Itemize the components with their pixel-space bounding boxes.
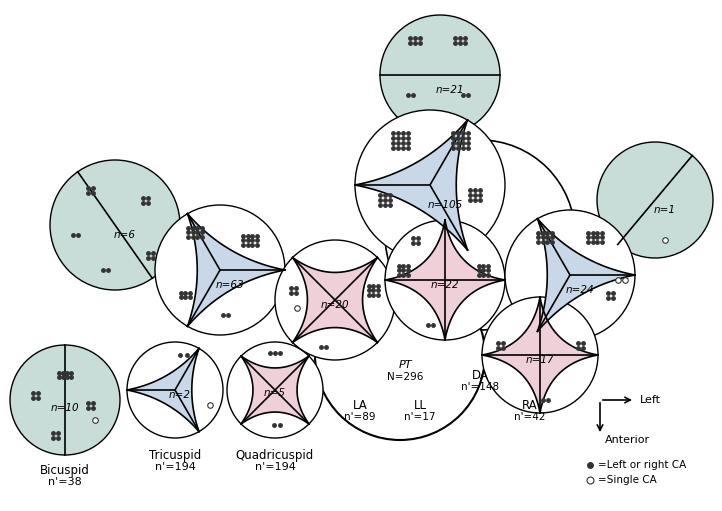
Circle shape	[355, 110, 505, 260]
Text: n=10: n=10	[51, 403, 79, 413]
PathPatch shape	[241, 356, 309, 424]
Text: Tricuspid: Tricuspid	[149, 449, 201, 461]
PathPatch shape	[385, 220, 505, 340]
Text: n'=38: n'=38	[48, 477, 82, 487]
Text: Left: Left	[640, 395, 661, 405]
Circle shape	[597, 142, 713, 258]
Circle shape	[227, 342, 323, 438]
Text: n=5: n=5	[264, 388, 286, 398]
Text: Quadricuspid: Quadricuspid	[236, 449, 314, 461]
Text: n'=42: n'=42	[514, 412, 546, 422]
PathPatch shape	[188, 214, 285, 327]
Text: LA: LA	[352, 399, 367, 411]
Circle shape	[50, 160, 180, 290]
Text: n=1: n=1	[654, 205, 676, 215]
Circle shape	[505, 210, 635, 340]
Text: n=17: n=17	[526, 355, 554, 365]
PathPatch shape	[355, 120, 468, 250]
Text: n=22: n=22	[431, 280, 459, 290]
PathPatch shape	[482, 297, 598, 413]
Text: LL: LL	[414, 399, 427, 411]
PathPatch shape	[537, 219, 635, 331]
Text: DA: DA	[471, 368, 489, 382]
Text: n'=17: n'=17	[404, 412, 436, 422]
Text: n=20: n=20	[321, 300, 349, 310]
Text: n=105: n=105	[427, 200, 463, 210]
Text: n'=148: n'=148	[461, 382, 499, 392]
Text: RA: RA	[522, 399, 538, 411]
Circle shape	[482, 297, 598, 413]
Text: Anterior: Anterior	[605, 435, 650, 445]
PathPatch shape	[127, 349, 199, 432]
Text: n=21: n=21	[435, 85, 464, 95]
Circle shape	[380, 15, 500, 135]
Circle shape	[315, 270, 485, 440]
Text: n=63: n=63	[216, 280, 244, 290]
Circle shape	[155, 205, 285, 335]
Text: n'=194: n'=194	[255, 462, 295, 472]
Text: n=2: n=2	[169, 390, 191, 400]
Circle shape	[385, 220, 505, 340]
Text: N=296: N=296	[387, 372, 423, 382]
Text: =Single CA: =Single CA	[598, 475, 657, 485]
PathPatch shape	[292, 258, 378, 342]
Text: n=6: n=6	[114, 230, 136, 240]
Text: n=24: n=24	[566, 285, 594, 295]
Text: =Left or right CA: =Left or right CA	[598, 460, 686, 470]
Text: Bicuspid: Bicuspid	[40, 463, 90, 476]
Text: n'=89: n'=89	[344, 412, 375, 422]
Text: PT: PT	[399, 360, 412, 370]
Circle shape	[275, 240, 395, 360]
Circle shape	[385, 140, 575, 330]
Text: n'=194: n'=194	[155, 462, 196, 472]
Circle shape	[10, 345, 120, 455]
Circle shape	[127, 342, 223, 438]
